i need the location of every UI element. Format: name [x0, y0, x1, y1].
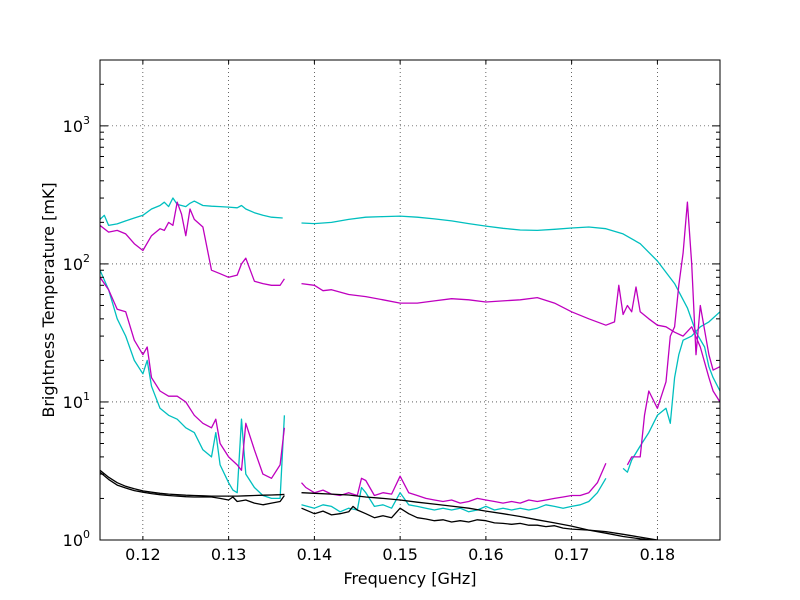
x-tick-label: 0.12	[125, 545, 161, 564]
series-2-line-1	[301, 492, 659, 540]
x-tick-label: 0.13	[211, 545, 247, 564]
x-tick-label: 0.16	[468, 545, 504, 564]
series-1-line-3	[301, 462, 607, 504]
data-series	[100, 197, 720, 540]
y-tick-label-base: 10	[63, 393, 83, 412]
y-tick-label: 101	[63, 390, 90, 412]
y-tick-label-exponent: 1	[83, 390, 90, 403]
y-tick-label-exponent: 2	[83, 252, 90, 265]
y-tick-label-base: 10	[63, 255, 83, 274]
series-2-line-0	[100, 469, 285, 497]
series-1-line-4	[626, 201, 720, 466]
series-2-line-2	[100, 471, 285, 506]
x-tick-label: 0.14	[297, 545, 333, 564]
y-tick-label-base: 10	[63, 117, 83, 136]
y-tick-label: 103	[63, 114, 90, 136]
series-0-line-0	[100, 197, 283, 227]
y-tick-label-exponent: 0	[83, 528, 90, 541]
series-2-line-3	[301, 505, 658, 540]
plot-frame	[99, 59, 721, 541]
y-tick-label: 100	[63, 528, 90, 550]
y-tick-label-base: 10	[63, 531, 83, 550]
series-0-line-4	[622, 311, 720, 473]
y-tick-label: 102	[63, 252, 90, 274]
x-tick-label: 0.18	[640, 545, 676, 564]
series-1-line-2	[100, 276, 286, 479]
y-axis-label: Brightness Temperature [mK]	[39, 182, 58, 417]
series-1-line-0	[100, 201, 285, 286]
x-tick-label: 0.17	[554, 545, 590, 564]
x-tick-label: 0.15	[382, 545, 418, 564]
x-axis-label: Frequency [GHz]	[343, 569, 476, 588]
y-tick-label-exponent: 3	[83, 114, 90, 127]
series-1-line-1	[301, 282, 720, 403]
series-0-line-1	[301, 215, 720, 392]
series-0-line-2	[100, 269, 286, 500]
